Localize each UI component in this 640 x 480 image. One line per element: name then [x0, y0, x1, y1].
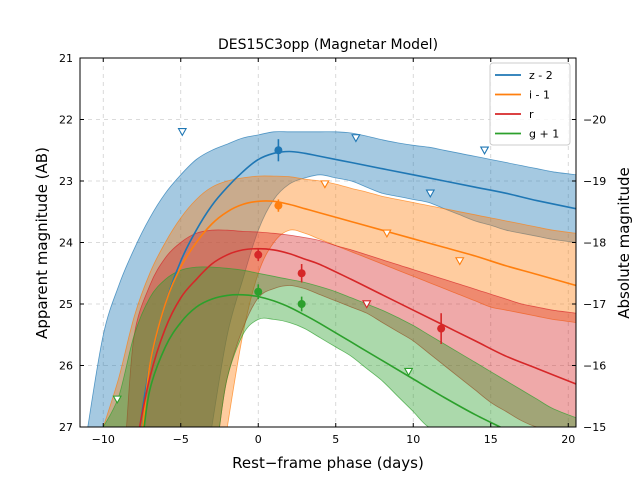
right-y-tick-label: −17: [583, 298, 606, 311]
x-tick-label: −5: [173, 433, 189, 446]
upper-limit-z-2: [177, 128, 188, 137]
right-y-tick-label: −15: [583, 421, 606, 434]
right-y-tick-label: −19: [583, 175, 606, 188]
chart-title: DES15C3opp (Magnetar Model): [218, 37, 438, 53]
right-y-tick-label: −16: [583, 360, 606, 373]
legend-label-z-2: z - 2: [529, 69, 553, 82]
x-tick-label: 20: [561, 433, 575, 446]
data-point-i-1: [274, 201, 283, 210]
x-axis-ticks: −10 −5 0 5 10 15 20: [92, 58, 575, 446]
legend: z - 2 i - 1 r g + 1: [489, 62, 571, 146]
y-tick-label: 22: [59, 114, 73, 127]
band-i-1: [102, 175, 576, 427]
data-point-r: [297, 269, 306, 278]
upper-limit-z-2: [425, 189, 436, 199]
upper-limit-i-1: [382, 229, 392, 239]
model-line-i-1: [142, 200, 576, 427]
right-y-tick-label: −18: [583, 237, 606, 250]
data-point-z-2: [274, 146, 283, 155]
legend-label-g-1: g + 1: [529, 128, 559, 141]
x-tick-label: 15: [484, 433, 498, 446]
model-lines: [138, 150, 576, 427]
upper-limit-g-1: [112, 395, 122, 405]
x-tick-label: 10: [406, 433, 420, 446]
model-line-g-1: [143, 293, 502, 427]
band-z-2: [87, 131, 576, 427]
y-axis-ticks: 21 22 23 24 25 26 27: [59, 52, 84, 434]
x-tick-label: 0: [255, 433, 262, 446]
y-axis-label: Apparent magnitude (AB): [33, 147, 51, 339]
right-axis-ticks: −20 −19 −18 −17 −16 −15: [572, 114, 606, 434]
upper-limit-g-1: [403, 367, 414, 377]
x-axis-label: Rest−frame phase (days): [232, 454, 424, 472]
upper-limit-r: [362, 300, 372, 309]
legend-label-i-1: i - 1: [529, 89, 550, 102]
band-r: [126, 229, 576, 427]
uncertainty-bands: [87, 131, 576, 427]
x-tick-label: 5: [332, 433, 339, 446]
upper-limit-i-1: [320, 180, 330, 189]
data-point-g-1: [254, 287, 263, 296]
x-tick-label: −10: [92, 433, 115, 446]
y-tick-label: 25: [59, 298, 73, 311]
data-point-r: [437, 324, 446, 333]
right-y-tick-label: −20: [583, 114, 606, 127]
data-points: [112, 128, 490, 405]
upper-limit-i-1: [455, 257, 465, 266]
y-tick-label: 23: [59, 175, 73, 188]
data-point-r: [254, 250, 263, 259]
model-line-r: [138, 247, 576, 427]
y-tick-label: 26: [59, 360, 73, 373]
y-tick-label: 24: [59, 237, 73, 250]
legend-box: [489, 62, 571, 146]
y-tick-label: 27: [59, 421, 73, 434]
upper-limit-z-2: [479, 146, 490, 155]
y-tick-label: 21: [59, 52, 73, 65]
band-g-1: [102, 266, 576, 427]
upper-limit-z-2: [351, 134, 361, 143]
legend-label-r: r: [529, 108, 534, 121]
data-point-g-1: [297, 300, 306, 308]
model-line-z-2: [138, 150, 576, 427]
right-y-axis-label: Absolute magnitude: [615, 167, 633, 318]
